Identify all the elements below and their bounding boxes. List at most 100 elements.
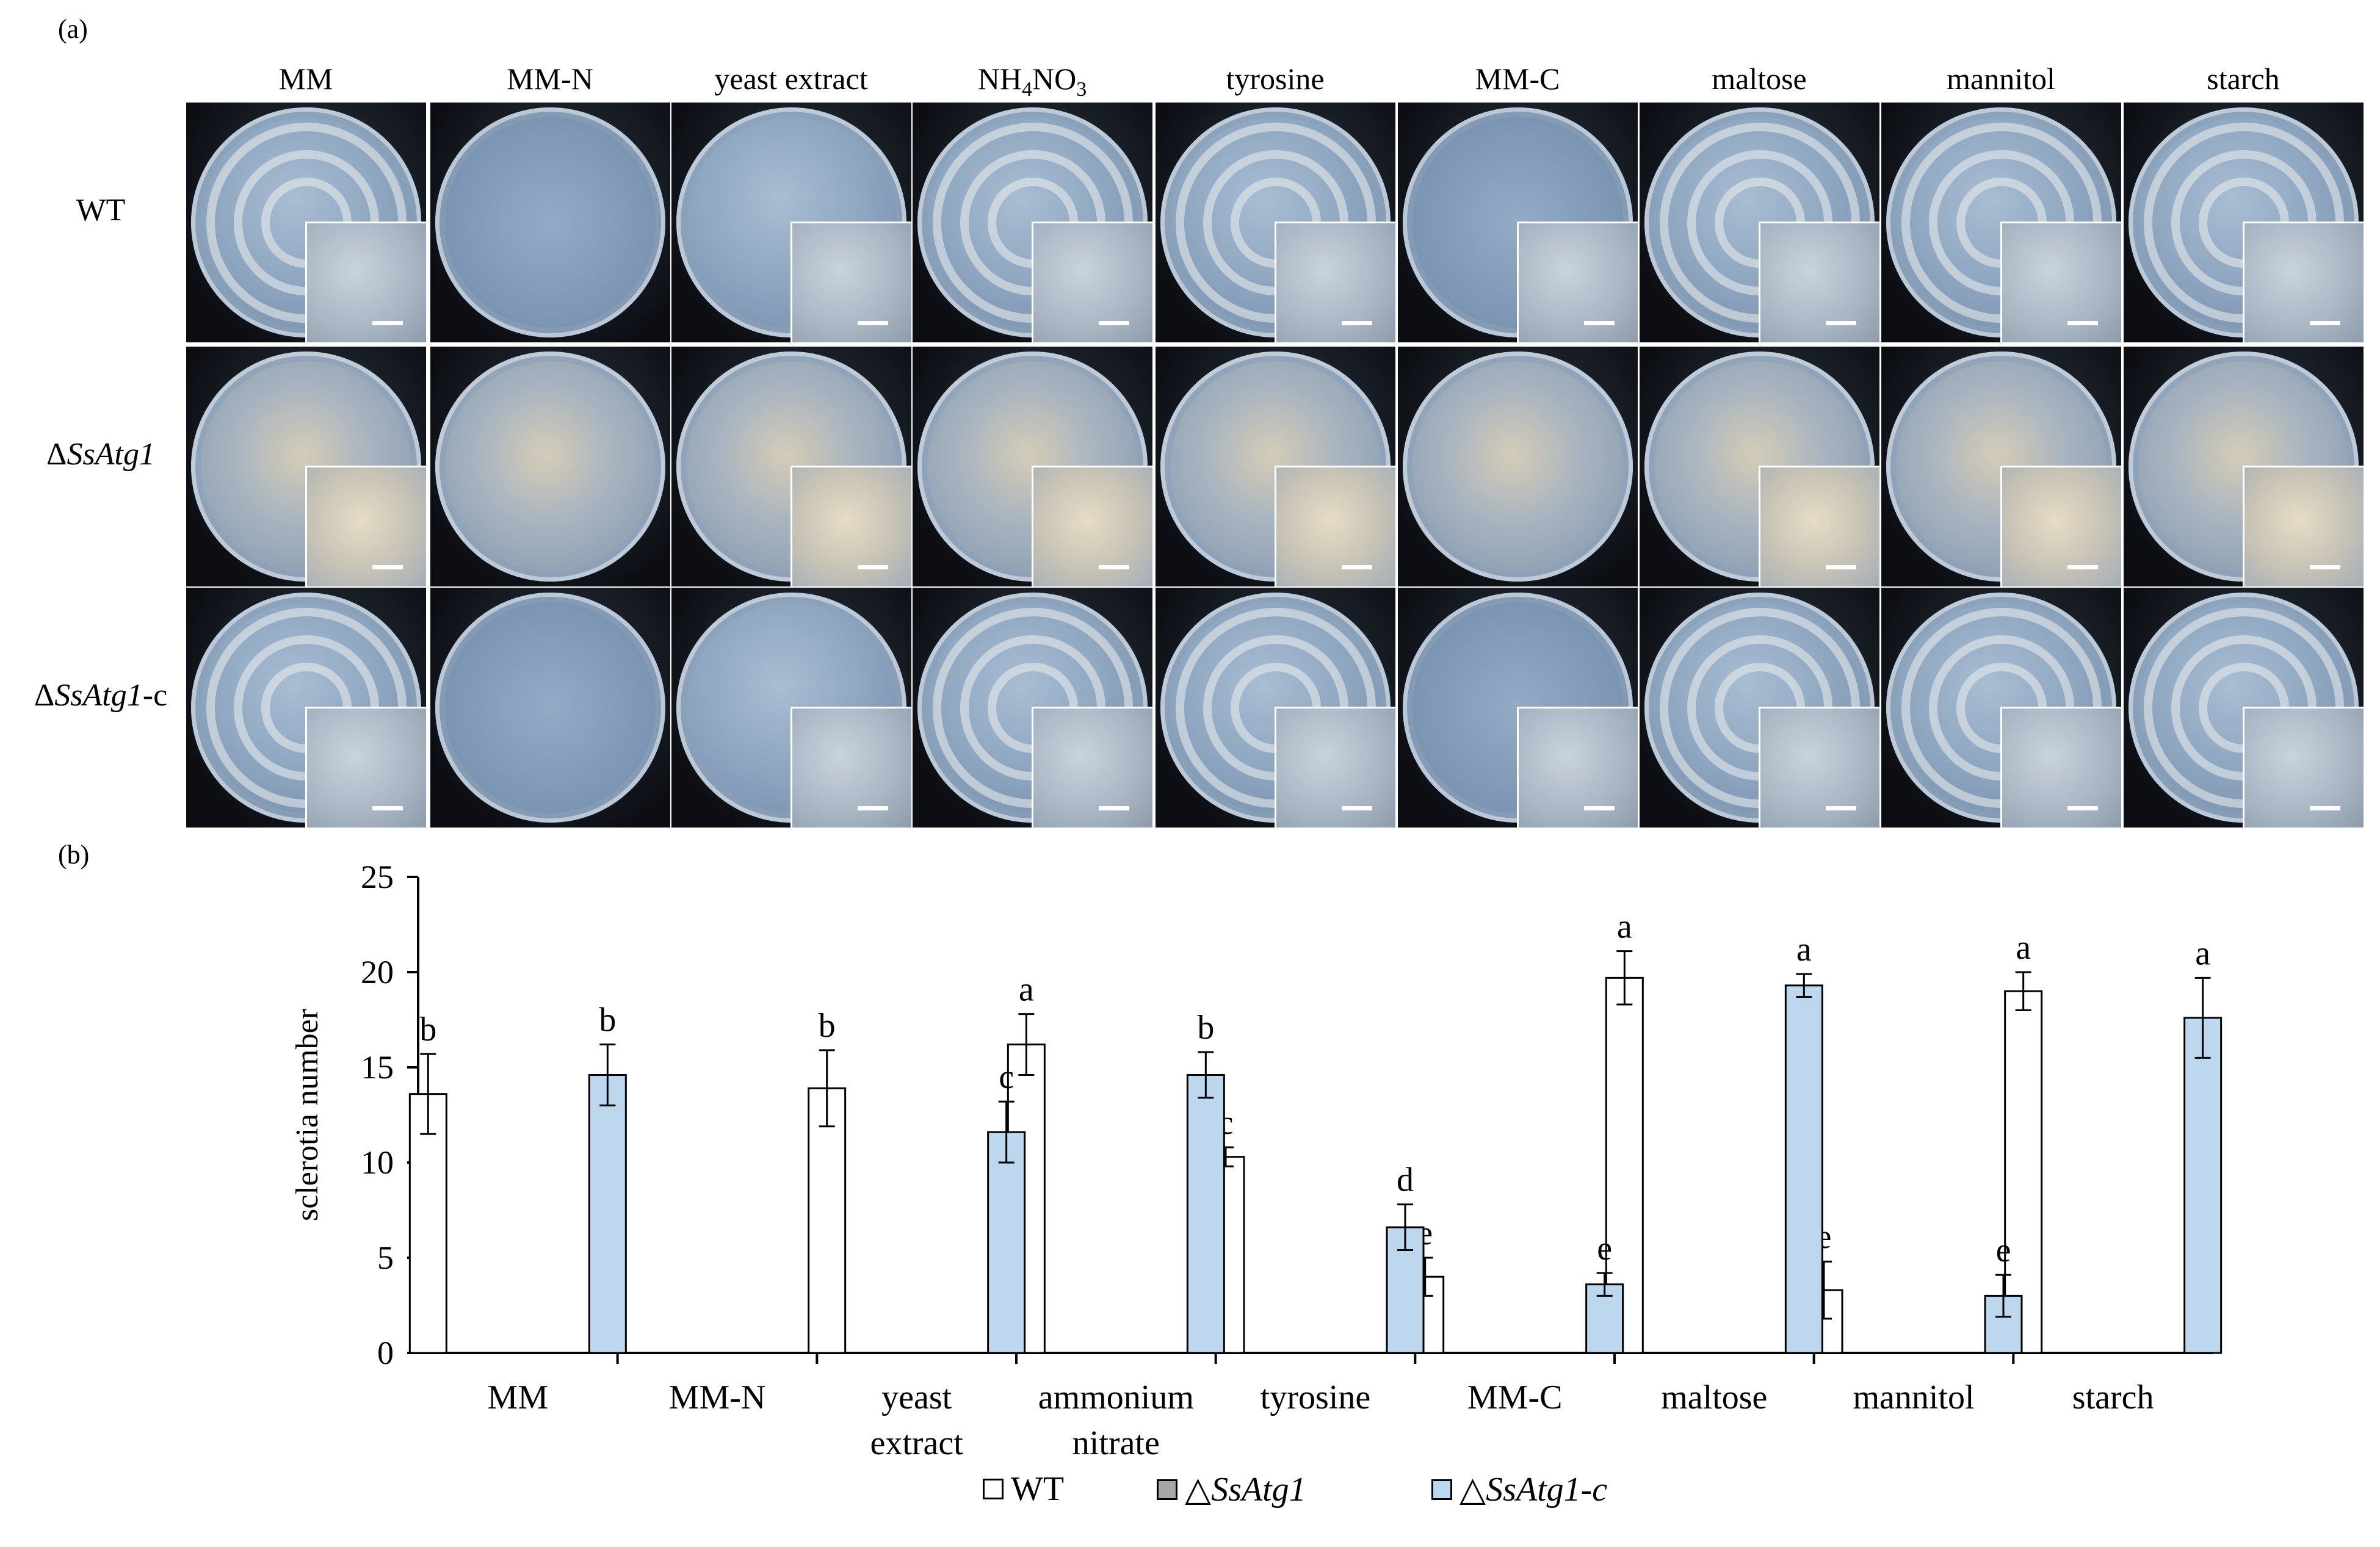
scale-bar [372, 565, 403, 569]
plate-photo [1640, 103, 1879, 342]
legend-item-2: △ SsAtg1-c [1431, 1469, 1607, 1509]
column-header-1: MM-N [507, 62, 593, 96]
x-tick-label: MM [488, 1379, 549, 1416]
plate-photo [1881, 347, 2121, 586]
bar [1784, 984, 1823, 1354]
magnified-inset [2000, 466, 2121, 586]
legend-swatch [1431, 1479, 1452, 1500]
magnified-inset [2243, 222, 2364, 342]
plate-photo [671, 588, 911, 828]
significance-letter: a [2016, 929, 2031, 967]
legend-item-1: △ SsAtg1 [1157, 1469, 1306, 1509]
x-tick-label: MM-C [1467, 1379, 1563, 1416]
plate-photo [1881, 588, 2121, 828]
x-tick-label: nitrate [1072, 1424, 1160, 1462]
petri-plate [435, 593, 665, 823]
magnified-inset [790, 222, 911, 342]
plate-photo [1156, 588, 1395, 828]
plate-photo [1156, 103, 1395, 342]
magnified-inset [1759, 707, 1879, 828]
column-header-7: mannitol [1947, 62, 2055, 96]
scale-bar [1342, 565, 1372, 569]
magnified-inset [305, 466, 426, 586]
magnified-inset [1759, 466, 1879, 586]
y-tick-label: 25 [361, 859, 394, 895]
significance-letter: c [999, 1058, 1014, 1096]
row-label-1: ΔSsAtg1 [46, 437, 155, 472]
magnified-inset [2000, 707, 2121, 828]
magnified-inset [1517, 222, 1638, 342]
significance-letter: b [599, 1001, 616, 1039]
x-tick-label: starch [2072, 1379, 2154, 1416]
plate-photo [2124, 347, 2364, 586]
significance-letter: a [1019, 971, 1034, 1009]
magnified-inset [1275, 222, 1395, 342]
x-tick-label: mannitol [1853, 1379, 1974, 1416]
plate-photo [186, 347, 426, 586]
column-header-6: maltose [1712, 62, 1807, 96]
magnified-inset [1275, 707, 1395, 828]
plate-photo [671, 103, 911, 342]
bar [808, 1087, 847, 1354]
legend-item-0: WT [983, 1469, 1064, 1509]
plate-photo [913, 103, 1152, 342]
plate-photo [913, 347, 1152, 586]
scale-bar [1099, 321, 1129, 325]
scale-bar [1099, 565, 1129, 569]
magnified-inset [2243, 707, 2364, 828]
plate-photo [1398, 588, 1638, 828]
scale-bar [1826, 321, 1856, 325]
significance-letter: e [1597, 1230, 1612, 1268]
bar [2004, 990, 2043, 1354]
x-tick-label: MM-N [669, 1379, 766, 1416]
bar [987, 1131, 1026, 1354]
x-tick-label: maltose [1661, 1379, 1767, 1416]
scale-bar [1342, 321, 1372, 325]
significance-letter: d [1397, 1161, 1414, 1199]
scale-bar [1584, 806, 1615, 810]
legend-swatch [1157, 1479, 1177, 1500]
significance-letter: a [2195, 934, 2210, 972]
y-tick-label: 15 [361, 1049, 394, 1086]
magnified-inset [790, 707, 911, 828]
bar [588, 1073, 627, 1354]
magnified-inset [1759, 222, 1879, 342]
plate-photo [1398, 103, 1638, 342]
legend-swatch [983, 1479, 1004, 1499]
plate-photo [1640, 347, 1879, 586]
y-axis-label: sclerotia number [290, 1009, 325, 1221]
magnified-inset [1032, 466, 1152, 586]
significance-letter: a [1796, 931, 1812, 968]
chart-legend: WT △ SsAtg1 △ SsAtg1-c [0, 1469, 2380, 1518]
petri-plate [435, 107, 665, 337]
scale-bar [2310, 806, 2340, 810]
plate-photo [1398, 347, 1638, 586]
scale-bar [1342, 806, 1372, 810]
scale-bar [2067, 321, 2098, 325]
x-tick-label: yeast [881, 1379, 952, 1416]
magnified-inset [1032, 707, 1152, 828]
plate-photo [430, 347, 670, 586]
y-tick-label: 20 [361, 954, 394, 990]
scale-bar [372, 321, 403, 325]
row-label-2: ΔSsAtg1-c [34, 678, 168, 713]
scale-bar [2310, 565, 2340, 569]
scale-bar [1826, 806, 1856, 810]
plate-photo [913, 588, 1152, 828]
y-tick-label: 5 [377, 1239, 394, 1276]
row-label-0: WT [76, 193, 126, 228]
plate-photo [186, 588, 426, 828]
significance-letter: b [1197, 1009, 1214, 1047]
column-header-2: yeast extract [714, 62, 868, 96]
plate-photo [430, 588, 670, 828]
plate-photo [1640, 588, 1879, 828]
plate-photo [671, 347, 911, 586]
plate-photo [2124, 588, 2364, 828]
scale-bar [372, 806, 403, 810]
significance-letter: b [419, 1011, 436, 1048]
magnified-inset [2000, 222, 2121, 342]
x-tick-label: extract [870, 1424, 963, 1462]
petri-plate [435, 352, 665, 582]
scale-bar [2310, 321, 2340, 325]
